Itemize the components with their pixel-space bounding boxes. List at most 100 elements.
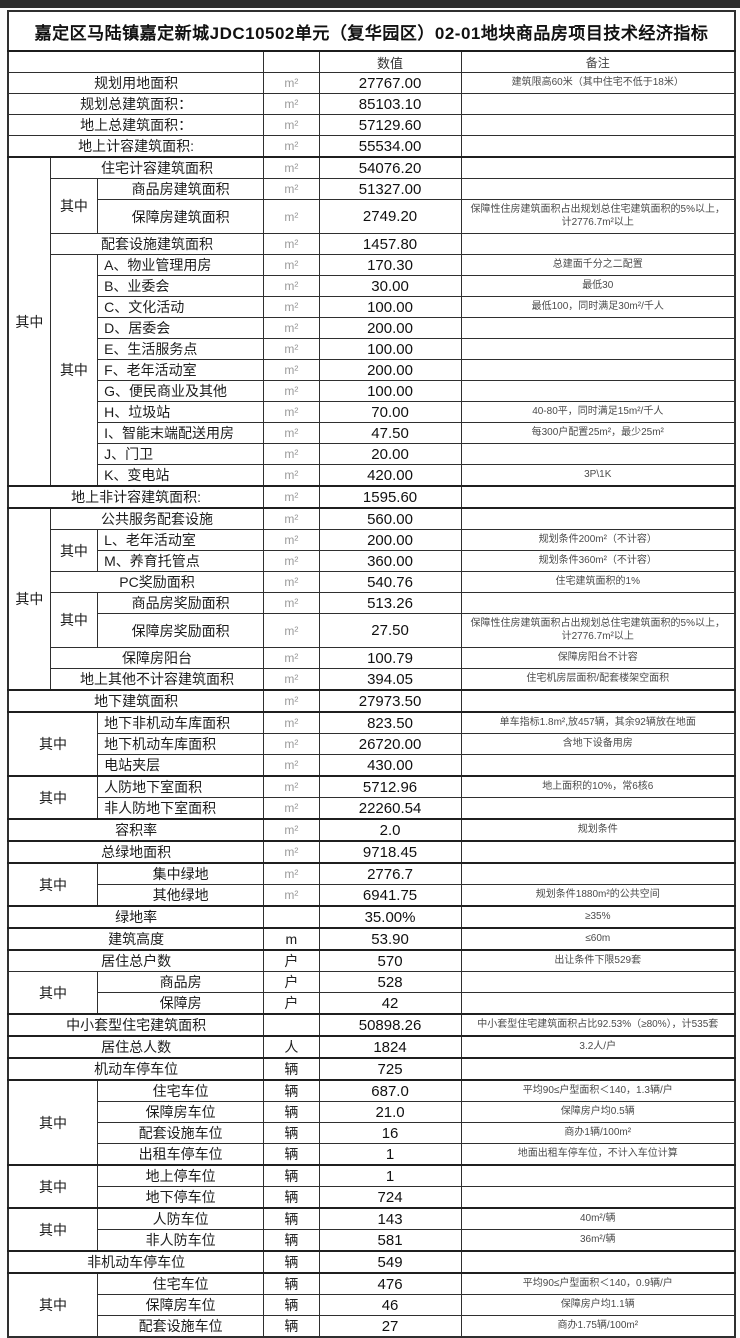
value-cell: 20.00 [318,443,462,465]
unit-cell: m² [263,317,320,339]
row-label: 地上计容建筑面积: [7,135,265,158]
value-cell: 16 [318,1122,462,1144]
remark-cell [460,338,736,360]
remark-cell: 每300户配置25m²，最少25m² [460,422,736,444]
row-label: 地下建筑面积 [7,689,265,713]
row-label: 地下非机动车库面积 [97,711,265,734]
remark-cell [460,689,736,713]
table-row: 其中 住宅计容建筑面积 m² 54076.20 [7,156,736,487]
unit-cell: 辆 [263,1294,320,1316]
unit-cell: m² [263,93,320,115]
table-row: G、便民商业及其他 m² 100.00 [8,380,736,402]
header-row: 数值 备注 [7,50,736,73]
remark-cell [460,359,736,381]
table-row: 居住总户数户 570 出让条件下限529套 [7,949,736,972]
qizhong-cell: 其中 [49,178,99,234]
unit-cell: 辆 [263,1057,320,1081]
value-cell: 528 [318,971,462,993]
header-value: 数值 [318,50,462,73]
remark-cell [460,992,736,1015]
value-cell: 581 [318,1229,462,1252]
remark-cell [460,1186,736,1209]
remark-cell: 住宅建筑面积的1% [460,571,736,593]
row-label: 非人防地下室面积 [97,797,265,820]
qizhong-cell: 其中 [7,862,99,907]
unit-cell: 辆 [263,1143,320,1166]
value-cell: 35.00% [318,905,462,929]
unit-cell: m² [263,797,320,820]
unit-cell: m² [263,529,320,551]
row-label: 保障房车位 [97,1101,265,1123]
value-cell: 394.05 [318,668,462,691]
unit-cell: m² [263,733,320,755]
unit-cell: m² [263,592,320,614]
table-row: 其中 地上停车位辆 1 [7,1164,736,1209]
table-row: 配套设施建筑面积 m² 1457.80 [8,233,736,255]
table-row: 其中 人防地下室面积 m² 5712.96 地上面积的10%，常6核6 [7,775,736,820]
row-label: 保障房 [97,992,265,1015]
unit-cell: 辆 [263,1101,320,1123]
row-label: 容积率 [7,818,265,842]
row-label: 公共服务配套设施 [49,507,265,530]
value-cell: 1457.80 [318,233,462,255]
row-label: 地上非计容建筑面积: [7,485,265,509]
remark-cell: 36m²/辆 [460,1229,736,1252]
table-row: 地下机动车库面积 m² 26720.00 含地下设备用房 [8,733,736,755]
row-label: M、养育托管点 [97,550,265,572]
unit-cell: m [263,927,320,951]
remark-cell [460,93,736,115]
remark-cell [460,135,736,158]
row-label: 商品房奖励面积 [97,592,265,614]
table-row: 地下停车位辆 724 [8,1186,736,1209]
remark-cell [460,862,736,885]
value-cell: 2749.20 [318,199,462,234]
qizhong-cell: 其中 [7,1207,99,1252]
row-label: E、生活服务点 [97,338,265,360]
row-label: 总绿地面积 [7,840,265,864]
unit-cell: 户 [263,971,320,993]
table-row: 地上其他不计容建筑面积 m² 394.05 住宅机房层面积/配套楼架空面积 [8,668,736,691]
qizhong-cell: 其中 [49,254,99,487]
row-label: 地下停车位 [97,1186,265,1209]
row-label: 居住总人数 [7,1035,265,1059]
value-cell: 46 [318,1294,462,1316]
remark-cell [460,971,736,993]
table-row: 保障房建筑面积 m² 2749.20 保障性住房建筑面积占出规划总住宅建筑面积的5%以… [8,199,736,234]
unit-cell: m² [263,199,320,234]
row-label: 地上其他不计容建筑面积 [49,668,265,691]
remark-cell [460,592,736,614]
row-label: 出租车停车位 [97,1143,265,1166]
table-row: 总绿地面积 m² 9718.45 [7,840,736,864]
table-row: 非人防车位辆 581 36m²/辆 [8,1229,736,1252]
qizhong-cell: 其中 [7,1164,99,1209]
qizhong-cell: 其中 [7,971,99,1015]
value-cell: 70.00 [318,401,462,423]
value-cell: 85103.10 [318,93,462,115]
value-cell: 1824 [318,1035,462,1059]
row-label: G、便民商业及其他 [97,380,265,402]
row-label: 建筑高度 [7,927,265,951]
remark-cell: 总建面千分之二配置 [460,254,736,276]
remark-cell: 规划条件 [460,818,736,842]
table-row: 其中 地下非机动车库面积 m² 823.50 单车指标1.8m²,放457辆，其余92辆… [7,711,736,777]
unit-cell: m² [263,754,320,777]
unit-cell: m² [263,178,320,200]
value-cell: 1595.60 [318,485,462,509]
row-label: 商品房 [97,971,265,993]
unit-cell: m² [263,443,320,465]
value-cell: 9718.45 [318,840,462,864]
table-row: H、垃圾站 m² 70.00 40-80平，同时满足15m²/千人 [8,401,736,423]
remark-cell: ≤60m [460,927,736,951]
value-cell: 50898.26 [318,1013,462,1037]
table-row: 非机动车停车位辆 549 [7,1250,736,1274]
table-row: 保障房车位辆 21.0 保障房户均0.5辆 [8,1101,736,1123]
value-cell: 540.76 [318,571,462,593]
unit-cell: m² [263,233,320,255]
value-cell: 725 [318,1057,462,1081]
table-row: 保障房户 42 [8,992,736,1015]
unit-cell: 户 [263,949,320,972]
remark-cell: 保障房户均0.5辆 [460,1101,736,1123]
row-label: 人防地下室面积 [97,775,265,798]
value-cell: 26720.00 [318,733,462,755]
value-cell: 57129.60 [318,114,462,136]
